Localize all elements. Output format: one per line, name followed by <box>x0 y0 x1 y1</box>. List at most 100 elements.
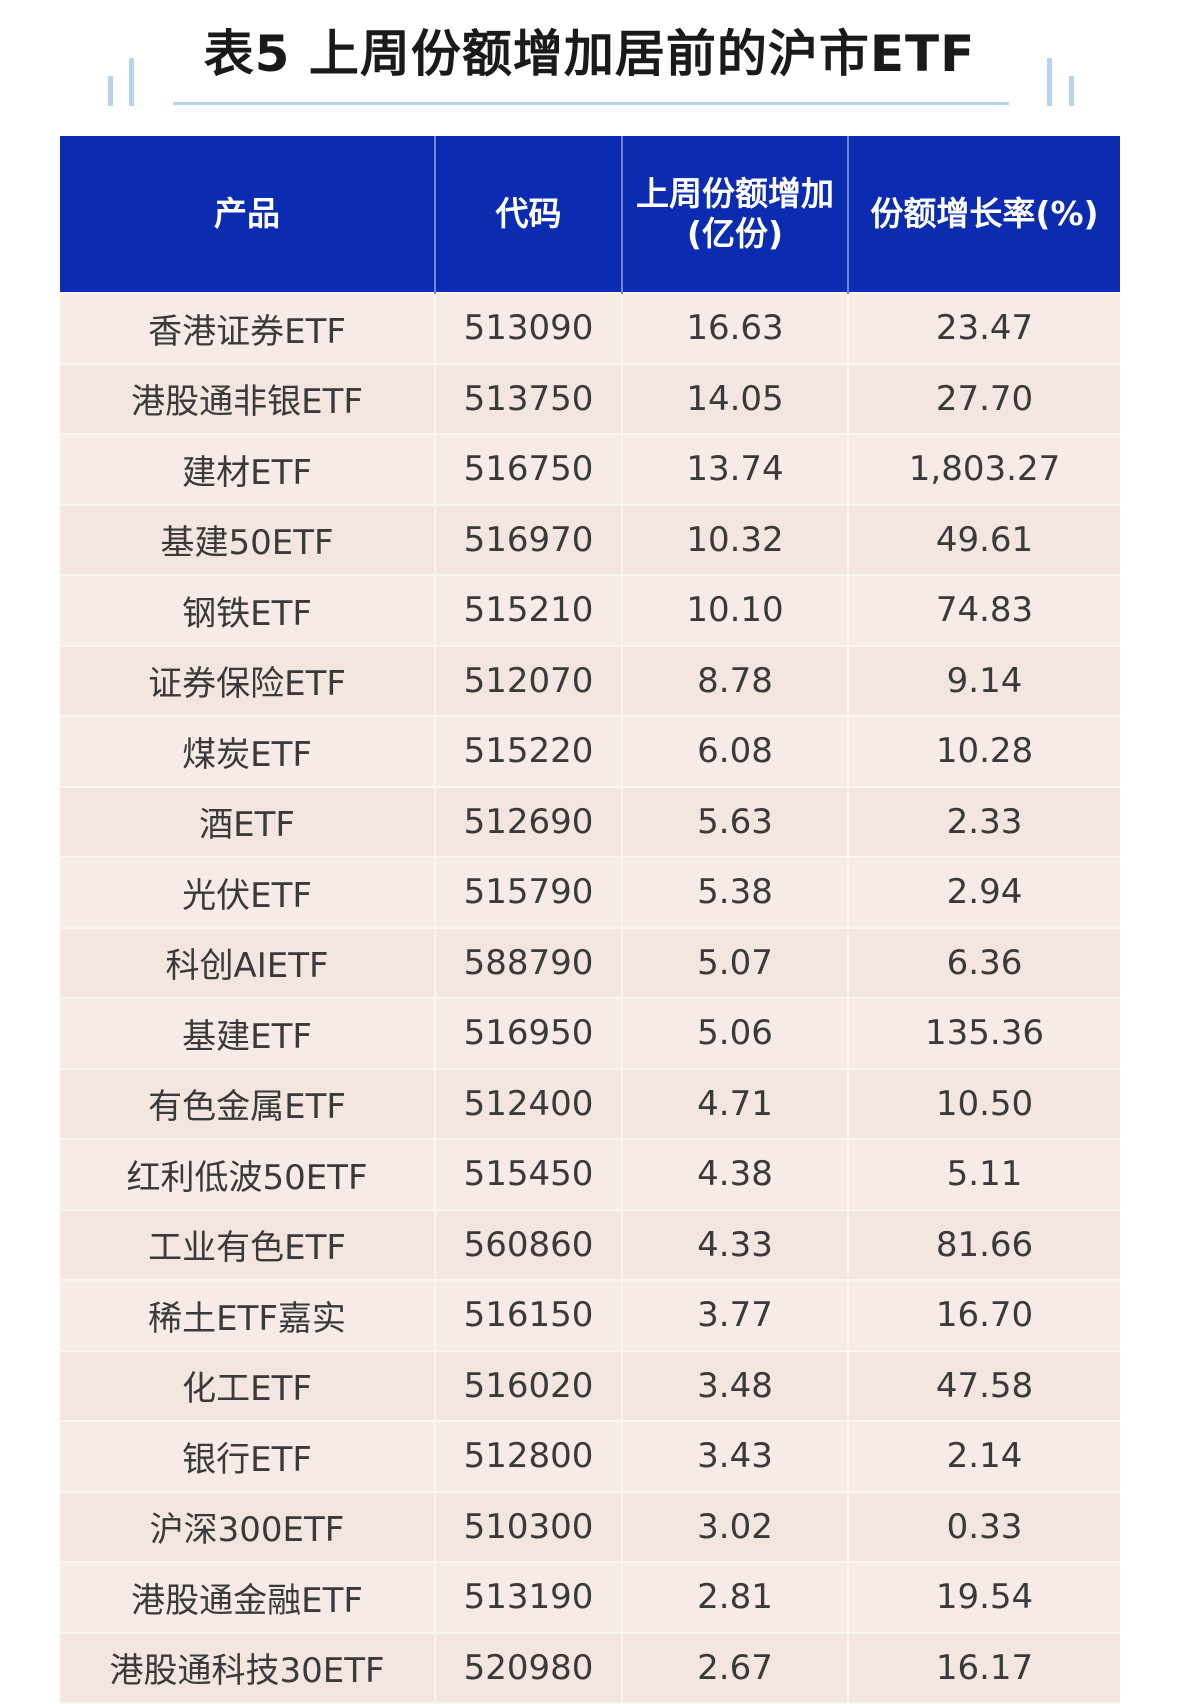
header-code: 代码 <box>435 136 623 293</box>
cell-code: 513190 <box>435 1562 623 1633</box>
cell-growth-rate: 2.94 <box>848 857 1120 928</box>
cell-growth-rate: 1,803.27 <box>848 434 1120 505</box>
cell-growth-rate: 23.47 <box>848 293 1120 364</box>
table-row: 港股通非银ETF 513750 14.05 27.70 <box>60 363 1120 434</box>
cell-growth-rate: 74.83 <box>848 575 1120 646</box>
table-row: 香港证券ETF 513090 16.63 23.47 <box>60 293 1120 364</box>
cell-growth-rate: 2.33 <box>848 786 1120 857</box>
cell-product: 港股通金融ETF <box>60 1562 436 1633</box>
cell-product: 稀土ETF嘉实 <box>60 1280 436 1351</box>
header-product: 产品 <box>60 136 436 293</box>
cell-share-increase: 2.81 <box>622 1562 849 1633</box>
cell-share-increase: 13.74 <box>622 434 849 505</box>
cell-growth-rate: 47.58 <box>848 1350 1120 1421</box>
decorative-bar <box>1069 76 1074 106</box>
cell-code: 512690 <box>435 786 623 857</box>
cell-product: 银行ETF <box>60 1421 436 1492</box>
cell-growth-rate: 6.36 <box>848 927 1120 998</box>
cell-product: 光伏ETF <box>60 857 436 928</box>
table-row: 光伏ETF 515790 5.38 2.94 <box>60 857 1120 928</box>
cell-code: 516750 <box>435 434 623 505</box>
cell-code: 516950 <box>435 998 623 1069</box>
cell-share-increase: 16.63 <box>622 293 849 364</box>
cell-share-increase: 4.38 <box>622 1139 849 1210</box>
header-growth-rate: 份额增长率(%) <box>848 136 1120 293</box>
cell-code: 560860 <box>435 1209 623 1280</box>
cell-growth-rate: 16.70 <box>848 1280 1120 1351</box>
cell-code: 515220 <box>435 716 623 787</box>
cell-code: 516150 <box>435 1280 623 1351</box>
table-row: 钢铁ETF 515210 10.10 74.83 <box>60 575 1120 646</box>
cell-growth-rate: 19.54 <box>848 1562 1120 1633</box>
cell-code: 512400 <box>435 1068 623 1139</box>
cell-share-increase: 3.48 <box>622 1350 849 1421</box>
decorative-bar <box>1047 58 1052 106</box>
cell-share-increase: 5.38 <box>622 857 849 928</box>
cell-code: 513090 <box>435 293 623 364</box>
table-row: 煤炭ETF 515220 6.08 10.28 <box>60 716 1120 787</box>
table-header-row: 产品 代码 上周份额增加 (亿份) 份额增长率(%) <box>60 136 1120 293</box>
header-share-increase-line2: (亿份) <box>686 214 784 253</box>
table-row: 红利低波50ETF 515450 4.38 5.11 <box>60 1139 1120 1210</box>
cell-code: 512800 <box>435 1421 623 1492</box>
cell-product: 科创AIETF <box>60 927 436 998</box>
cell-growth-rate: 49.61 <box>848 504 1120 575</box>
cell-product: 香港证券ETF <box>60 293 436 364</box>
table-row: 科创AIETF 588790 5.07 6.36 <box>60 927 1120 998</box>
cell-growth-rate: 10.28 <box>848 716 1120 787</box>
table-row: 酒ETF 512690 5.63 2.33 <box>60 786 1120 857</box>
cell-product: 证券保险ETF <box>60 645 436 716</box>
cell-product: 酒ETF <box>60 786 436 857</box>
decorative-bar <box>129 58 134 106</box>
cell-product: 沪深300ETF <box>60 1491 436 1562</box>
cell-growth-rate: 9.14 <box>848 645 1120 716</box>
cell-code: 515210 <box>435 575 623 646</box>
cell-product: 煤炭ETF <box>60 716 436 787</box>
table-row: 建材ETF 516750 13.74 1,803.27 <box>60 434 1120 505</box>
cell-share-increase: 5.06 <box>622 998 849 1069</box>
cell-code: 516020 <box>435 1350 623 1421</box>
cell-product: 港股通科技30ETF <box>60 1632 436 1703</box>
cell-product: 建材ETF <box>60 434 436 505</box>
cell-share-increase: 5.07 <box>622 927 849 998</box>
page-title: 表5 上周份额增加居前的沪市ETF <box>203 25 976 83</box>
cell-product: 港股通非银ETF <box>60 363 436 434</box>
cell-growth-rate: 81.66 <box>848 1209 1120 1280</box>
table-row: 证券保险ETF 512070 8.78 9.14 <box>60 645 1120 716</box>
cell-share-increase: 3.77 <box>622 1280 849 1351</box>
cell-product: 有色金属ETF <box>60 1068 436 1139</box>
cell-product: 基建50ETF <box>60 504 436 575</box>
cell-share-increase: 6.08 <box>622 716 849 787</box>
cell-growth-rate: 0.33 <box>848 1491 1120 1562</box>
header-share-increase: 上周份额增加 (亿份) <box>622 136 849 293</box>
cell-share-increase: 4.71 <box>622 1068 849 1139</box>
table-row: 基建ETF 516950 5.06 135.36 <box>60 998 1120 1069</box>
cell-code: 515790 <box>435 857 623 928</box>
title-underline <box>173 102 1009 105</box>
cell-share-increase: 10.32 <box>622 504 849 575</box>
header-share-increase-line1: 上周份额增加 <box>636 174 834 213</box>
cell-share-increase: 3.02 <box>622 1491 849 1562</box>
table-row: 港股通科技30ETF 520980 2.67 16.17 <box>60 1632 1120 1703</box>
cell-growth-rate: 10.50 <box>848 1068 1120 1139</box>
cell-growth-rate: 5.11 <box>848 1139 1120 1210</box>
table-row: 港股通金融ETF 513190 2.81 19.54 <box>60 1562 1120 1633</box>
cell-share-increase: 10.10 <box>622 575 849 646</box>
cell-product: 钢铁ETF <box>60 575 436 646</box>
cell-share-increase: 4.33 <box>622 1209 849 1280</box>
title-block: 表5 上周份额增加居前的沪市ETF <box>0 0 1179 120</box>
cell-share-increase: 8.78 <box>622 645 849 716</box>
table-row: 银行ETF 512800 3.43 2.14 <box>60 1421 1120 1492</box>
cell-product: 红利低波50ETF <box>60 1139 436 1210</box>
cell-growth-rate: 135.36 <box>848 998 1120 1069</box>
table-row: 化工ETF 516020 3.48 47.58 <box>60 1350 1120 1421</box>
table-row: 有色金属ETF 512400 4.71 10.50 <box>60 1068 1120 1139</box>
cell-code: 515450 <box>435 1139 623 1210</box>
cell-product: 工业有色ETF <box>60 1209 436 1280</box>
cell-code: 588790 <box>435 927 623 998</box>
cell-share-increase: 2.67 <box>622 1632 849 1703</box>
cell-share-increase: 3.43 <box>622 1421 849 1492</box>
table-row: 沪深300ETF 510300 3.02 0.33 <box>60 1491 1120 1562</box>
cell-product: 基建ETF <box>60 998 436 1069</box>
cell-code: 520980 <box>435 1632 623 1703</box>
